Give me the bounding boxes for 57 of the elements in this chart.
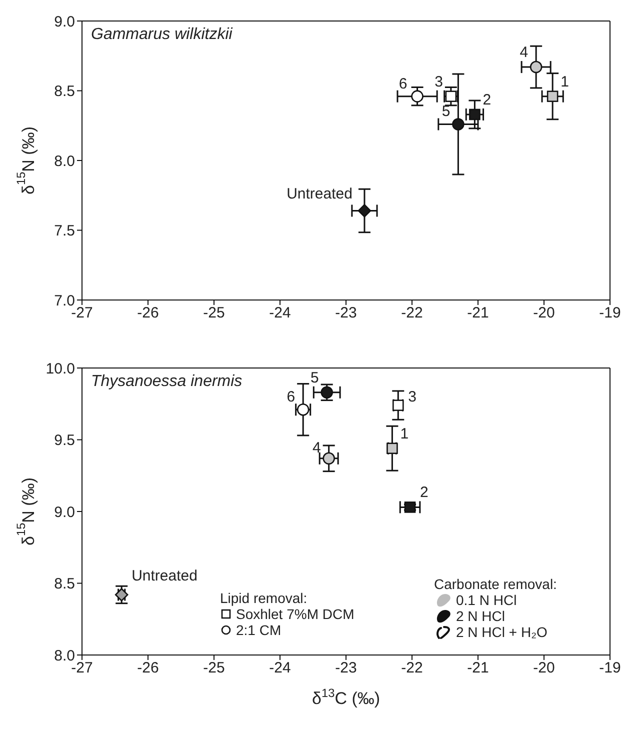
annotation: 3 (408, 388, 416, 406)
x-tick-label: -24 (269, 304, 291, 322)
annotation: 4 (520, 44, 528, 62)
annotation: Untreated (132, 568, 198, 585)
x-tick-label: -25 (203, 304, 225, 322)
annotation: Untreated (286, 186, 352, 203)
y-tick-label: 10.0 (46, 360, 75, 378)
x-tick-label: -24 (269, 660, 291, 677)
annotation: 1 (560, 73, 569, 90)
point (322, 452, 335, 465)
annotation: 4 (312, 439, 321, 456)
chart-title: Thysanoessa inermis (91, 373, 242, 391)
annotation: 2 N HCl (456, 608, 506, 624)
annotation: 5 (442, 103, 450, 120)
annotation: 6 (398, 75, 408, 92)
annotation: Lipid removal: (220, 590, 308, 606)
point (530, 60, 542, 74)
annotation: 0.1 N HCl (456, 592, 517, 608)
annotation: 1 (400, 425, 409, 442)
annotation: 6 (286, 388, 296, 406)
x-tick-label: -26 (137, 660, 159, 677)
point (411, 90, 424, 102)
y-tick-label: 8.0 (54, 152, 75, 170)
point (546, 90, 558, 102)
y-tick-label: 8.5 (54, 83, 75, 100)
x-tick-label: -23 (335, 304, 357, 322)
x-tick-label: -22 (401, 660, 423, 677)
annotation: 2 (420, 484, 428, 502)
y-tick-label: 9.0 (54, 13, 75, 30)
y-tick-label: 7.5 (54, 222, 75, 240)
annotation: 2:1 CM (236, 622, 282, 638)
point (114, 588, 128, 602)
x-tick-label: -22 (401, 304, 423, 322)
point (452, 118, 464, 130)
annotation: 3 (434, 73, 443, 90)
annotation: Carbonate removal: (434, 576, 557, 592)
y-tick-label: 9.0 (54, 504, 75, 521)
point (320, 386, 334, 399)
annotation: 2 (482, 91, 492, 108)
x-tick-label: -23 (335, 660, 357, 677)
annotation: Soxhlet 7%M DCM (236, 606, 354, 622)
x-tick-label: -26 (137, 304, 159, 322)
chart-title: Gammarus wilkitzkii (91, 26, 232, 44)
x-tick-label: -21 (467, 304, 489, 322)
y-tick-label: 8.5 (54, 576, 75, 593)
x-tick-label: -19 (599, 660, 621, 677)
x-axis-title: δ$^{13}$C (‰) (312, 686, 380, 708)
x-tick-label: -20 (533, 304, 555, 322)
annotation: 5 (310, 369, 319, 386)
annotation: 2 N HCl + H₂O (456, 624, 548, 640)
x-tick-label: -25 (203, 660, 225, 677)
x-tick-label: -21 (467, 660, 489, 677)
x-tick-label: -19 (599, 304, 621, 322)
point (358, 204, 372, 218)
point (469, 108, 480, 120)
x-tick-label: -20 (533, 660, 555, 677)
y-tick-label: 9.5 (54, 432, 75, 450)
